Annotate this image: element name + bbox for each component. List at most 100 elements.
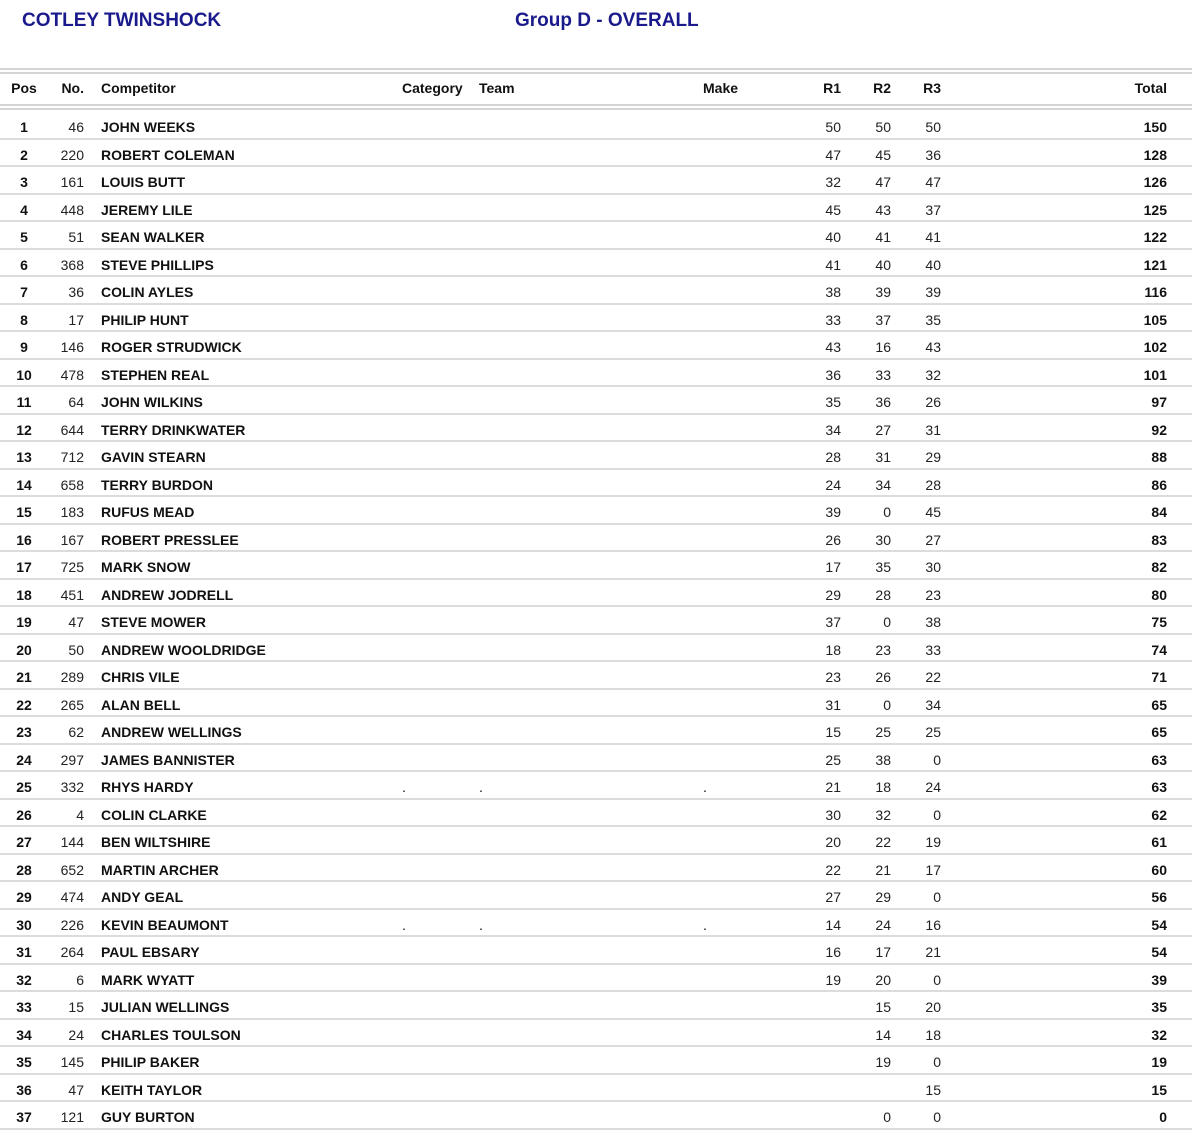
cell-no: 62 (68, 724, 84, 740)
cell-total: 82 (1151, 559, 1167, 575)
cell-pos: 2 (20, 146, 28, 163)
cell-r2: 33 (875, 366, 891, 383)
cell-r3: 15 (925, 1081, 941, 1098)
cell-no: 265 (60, 696, 84, 713)
cell-r2: 36 (875, 394, 891, 410)
cell-r1: 18 (825, 641, 841, 658)
cell-no: 183 (60, 504, 84, 520)
cell-r2: 30 (875, 531, 891, 548)
cell-pos: 21 (16, 669, 32, 685)
cell-pos: 3 (20, 174, 28, 190)
table-row: 5 51 SEAN WALKER 40 41 41 122 (0, 222, 1192, 250)
cell-total: 97 (1151, 394, 1167, 410)
group-title: Group D - OVERALL (515, 10, 699, 31)
cell-r2: 37 (875, 311, 891, 328)
divider (0, 108, 1192, 110)
cell-pos: 31 (16, 944, 32, 960)
cell-competitor: MARK WYATT (101, 971, 195, 988)
cell-competitor: TERRY DRINKWATER (101, 421, 246, 438)
cell-pos: 16 (16, 531, 32, 548)
table-row: 14 658 TERRY BURDON 24 34 28 86 (0, 470, 1192, 497)
cell-r2: 32 (875, 806, 891, 823)
table-row: 10 478 STEPHEN REAL 36 33 32 101 (0, 360, 1192, 387)
cell-r1: 29 (825, 586, 841, 603)
cell-no: 161 (60, 174, 84, 190)
divider (0, 72, 1192, 74)
cell-total: 150 (1143, 119, 1167, 135)
cell-total: 56 (1151, 889, 1167, 905)
cell-r2: 0 (883, 504, 891, 520)
cell-r2: 0 (883, 1109, 891, 1125)
table-row: 2 220 ROBERT COLEMAN 47 45 36 128 (0, 140, 1192, 167)
cell-competitor: PHILIP BAKER (101, 1054, 200, 1070)
cell-pos: 8 (20, 311, 28, 328)
col-pos: Pos (11, 80, 37, 96)
cell-pos: 10 (16, 366, 32, 383)
cell-make: . (703, 779, 707, 795)
cell-r3: 20 (925, 999, 941, 1015)
cell-r2: 38 (875, 751, 891, 768)
cell-pos: 35 (16, 1054, 32, 1070)
cell-no: 220 (60, 146, 84, 163)
cell-r1: 30 (825, 806, 841, 823)
cell-total: 102 (1143, 339, 1167, 355)
table-row: 15 183 RUFUS MEAD 39 0 45 84 (0, 497, 1192, 525)
cell-competitor: ANDREW WELLINGS (101, 724, 242, 740)
cell-r2: 15 (875, 999, 891, 1015)
cell-total: 122 (1143, 229, 1167, 245)
table-row: 9 146 ROGER STRUDWICK 43 16 43 102 (0, 332, 1192, 360)
table-header: Pos No. Competitor Category Team Make R1… (0, 80, 1192, 100)
cell-pos: 20 (16, 641, 32, 658)
cell-no: 725 (60, 559, 84, 575)
cell-r1: 26 (825, 531, 841, 548)
cell-pos: 36 (16, 1081, 32, 1098)
cell-team: . (479, 779, 483, 795)
cell-no: 144 (60, 834, 84, 850)
cell-pos: 7 (20, 284, 28, 300)
cell-total: 61 (1151, 834, 1167, 850)
cell-competitor: GUY BURTON (101, 1109, 195, 1125)
cell-r2: 34 (875, 476, 891, 493)
cell-pos: 30 (16, 916, 32, 933)
cell-no: 15 (68, 999, 84, 1015)
cell-r3: 33 (925, 641, 941, 658)
cell-competitor: RHYS HARDY (101, 779, 194, 795)
cell-total: 116 (1144, 284, 1167, 300)
cell-competitor: ROBERT COLEMAN (101, 146, 235, 163)
cell-r3: 38 (925, 614, 941, 630)
cell-r1: 36 (825, 366, 841, 383)
cell-competitor: STEVE PHILLIPS (101, 256, 214, 273)
cell-r3: 22 (925, 669, 941, 685)
cell-competitor: COLIN AYLES (101, 284, 194, 300)
cell-competitor: PHILIP HUNT (101, 311, 189, 328)
cell-total: 126 (1143, 174, 1167, 190)
cell-r3: 0 (933, 971, 941, 988)
table-row: 18 451 ANDREW JODRELL 29 28 23 80 (0, 580, 1192, 607)
table-row: 25 332 RHYS HARDY... 21 18 24 63 (0, 772, 1192, 800)
cell-no: 51 (68, 229, 84, 245)
cell-competitor: SEAN WALKER (101, 229, 205, 245)
cell-no: 289 (60, 669, 84, 685)
table-row: 27 144 BEN WILTSHIRE 20 22 19 61 (0, 827, 1192, 855)
cell-pos: 13 (16, 449, 32, 465)
cell-r2: 17 (875, 944, 891, 960)
cell-no: 712 (60, 449, 84, 465)
cell-r1: 37 (825, 614, 841, 630)
cell-r2: 29 (875, 889, 891, 905)
cell-r1: 33 (825, 311, 841, 328)
cell-total: 54 (1151, 944, 1167, 960)
cell-team: . (479, 916, 483, 933)
table-row: 33 15 JULIAN WELLINGS 15 20 35 (0, 992, 1192, 1020)
cell-pos: 24 (16, 751, 32, 768)
cell-no: 47 (68, 1081, 84, 1098)
cell-category: . (402, 916, 406, 933)
cell-no: 226 (60, 916, 84, 933)
cell-r1: 45 (825, 201, 841, 218)
cell-r3: 34 (925, 696, 941, 713)
cell-pos: 1 (20, 119, 28, 135)
cell-total: 92 (1151, 421, 1167, 438)
cell-competitor: MARK SNOW (101, 559, 191, 575)
cell-no: 121 (60, 1109, 84, 1125)
cell-total: 71 (1151, 669, 1167, 685)
table-row: 20 50 ANDREW WOOLDRIDGE 18 23 33 74 (0, 635, 1192, 662)
